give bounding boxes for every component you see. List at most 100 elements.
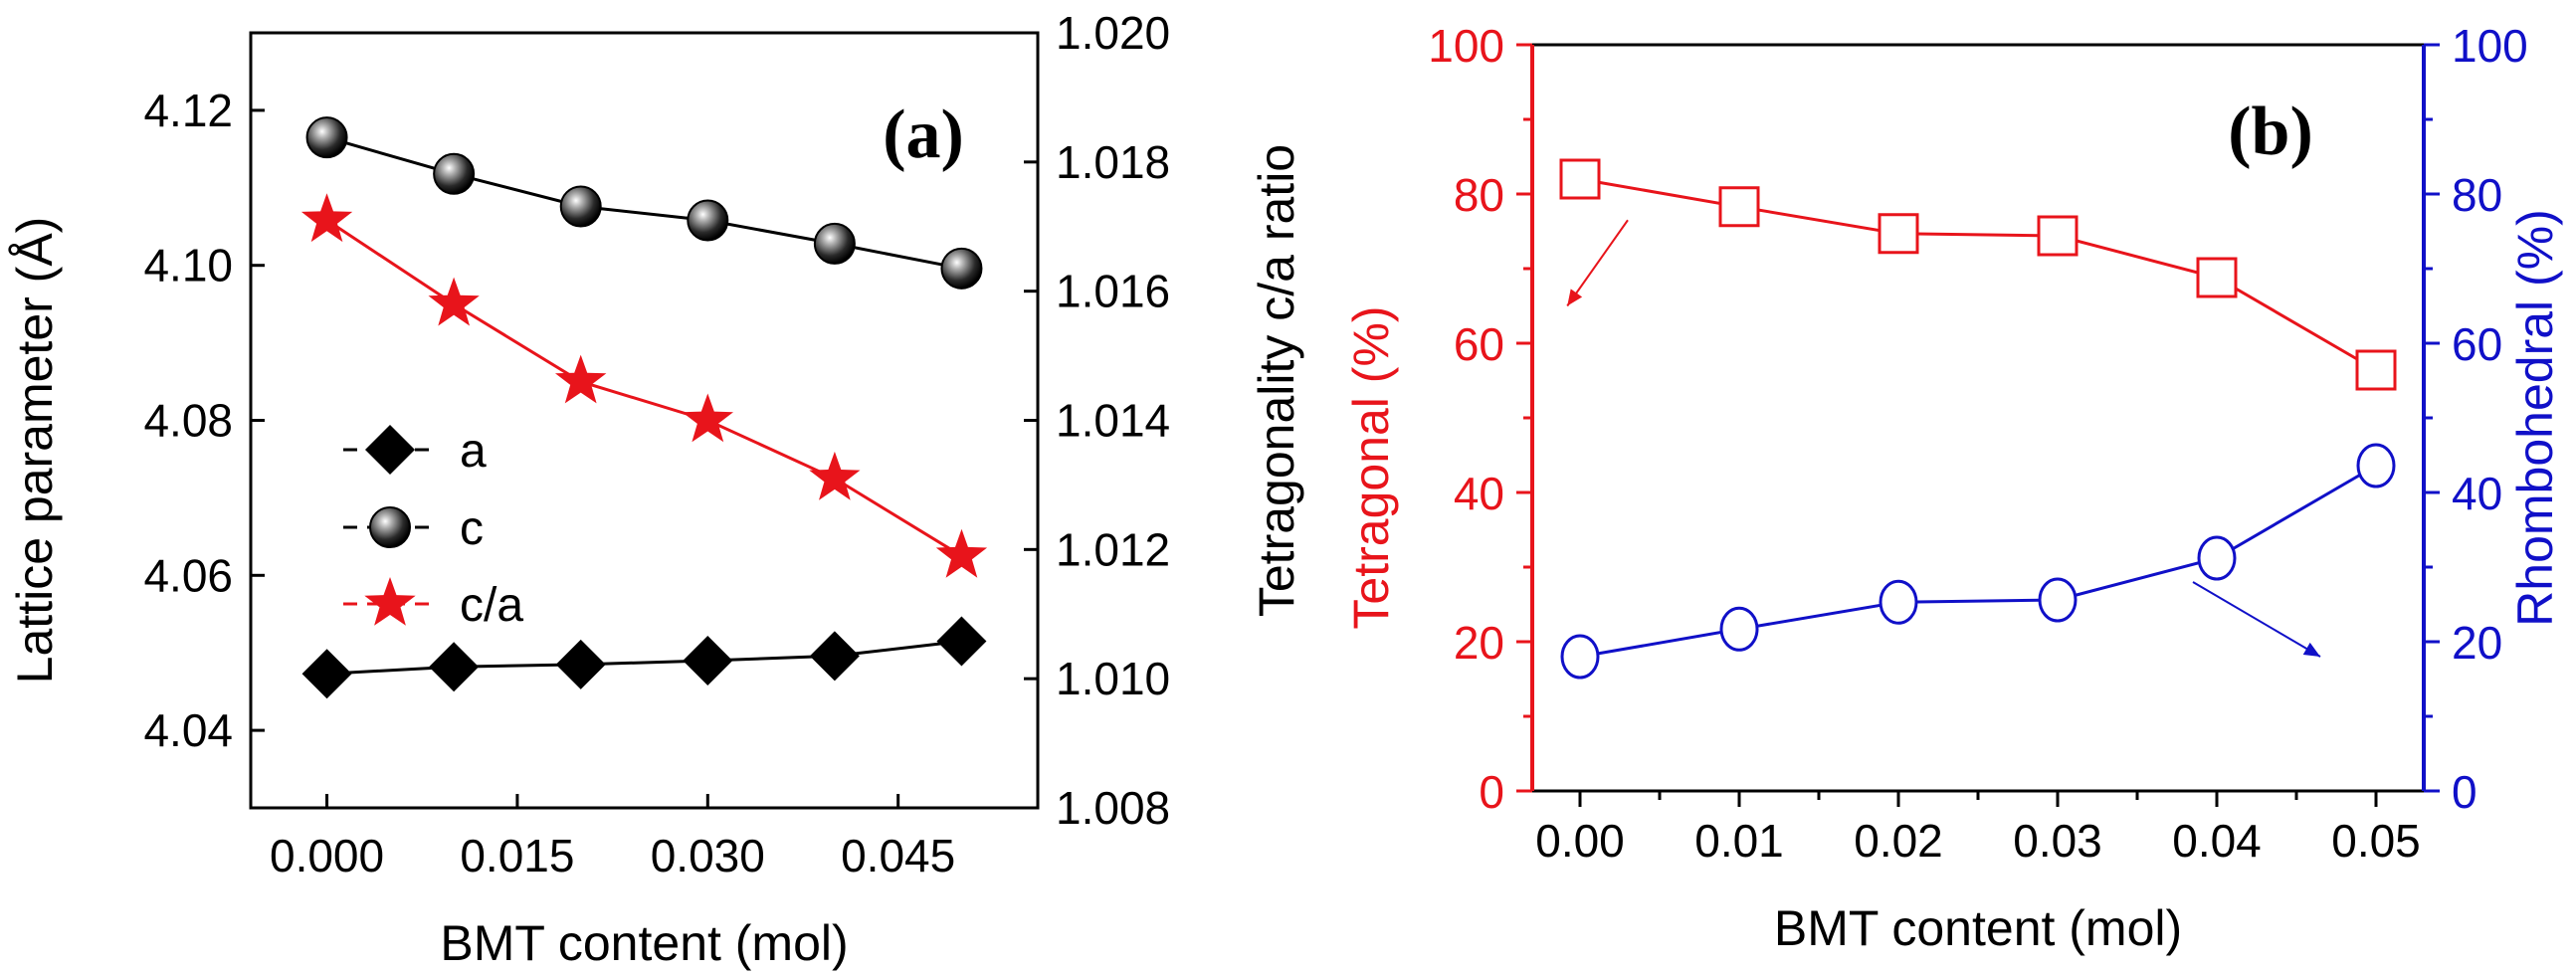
chart-panel-a: 0.000 0.015 0.030 0.045 4.04 4.06 4.08 4.10 4.12…: [7, 7, 1304, 971]
data-point: [940, 247, 983, 290]
x-tick-label: 0.000: [270, 830, 384, 881]
data-point: [555, 354, 607, 404]
series-line: [1579, 464, 2377, 659]
data-point: [428, 277, 480, 326]
y2-axis-title: Tetragonality c/a ratio: [1249, 144, 1304, 617]
y-tick-label: 4.08: [143, 395, 233, 447]
arrow-head: [2302, 642, 2320, 657]
y2-tick-label: 1.014: [1056, 395, 1170, 447]
data-point: [2037, 215, 2079, 257]
data-point: [555, 639, 606, 689]
y2-tick-label: 0: [2452, 766, 2477, 818]
data-point: [687, 199, 729, 242]
data-point-bg: [2199, 537, 2235, 579]
data-point-bg: [1562, 636, 1598, 678]
data-point: [1719, 606, 1759, 652]
x-tick-label: 0.03: [2013, 815, 2102, 867]
data-point: [1878, 213, 1919, 255]
x-axis-title: BMT content (mol): [1774, 900, 2182, 956]
data-point-bg: [2040, 579, 2076, 621]
data-point: [305, 116, 348, 159]
data-point: [300, 193, 353, 243]
data-point-bg: [2039, 217, 2077, 255]
data-point: [433, 152, 476, 195]
y-tick-label: 4.04: [143, 704, 233, 756]
data-point-bg: [2357, 351, 2395, 389]
y2-tick-label: 1.008: [1056, 782, 1170, 834]
annotation-arrow: [2192, 581, 2321, 658]
y2-axis-title: Rhombohedral (%): [2507, 209, 2563, 627]
data-point: [682, 393, 733, 443]
panel-label: (b): [2228, 94, 2313, 170]
y2-tick-label: 40: [2452, 468, 2502, 519]
series-c: [305, 116, 983, 290]
y-axis-title: Lattice parameter (Å): [7, 217, 63, 684]
y-tick-label: 60: [1454, 318, 1504, 370]
y-tick-label: 4.12: [143, 85, 233, 136]
data-point-bg: [1720, 187, 1758, 226]
data-point: [559, 185, 602, 228]
y-tick-label: 0: [1479, 766, 1504, 818]
x-tick-label: 0.02: [1854, 815, 1943, 867]
y2-tick-label: 1.020: [1056, 7, 1170, 59]
data-point-bg: [2198, 259, 2236, 296]
data-point: [1560, 634, 1600, 680]
series-tetragonal: [1559, 158, 2397, 391]
y2-tick-label: 60: [2452, 318, 2502, 370]
data-point: [1879, 579, 1918, 625]
y2-tick-label: 1.010: [1056, 653, 1170, 704]
x-tick-label: 0.030: [651, 830, 765, 881]
legend-entry: c: [343, 502, 484, 555]
legend-entry: c/a: [343, 577, 523, 632]
data-point: [2356, 443, 2396, 488]
legend-entry: a: [343, 425, 487, 478]
data-point: [1718, 186, 1760, 228]
panel-label: (a): [883, 97, 964, 173]
y-tick-label: 4.10: [143, 240, 233, 292]
data-point: [2197, 535, 2237, 581]
y-tick-label: 20: [1454, 617, 1504, 669]
data-point: [301, 649, 352, 699]
x-tick-label: 0.045: [841, 830, 955, 881]
x-tick-label: 0.00: [1535, 815, 1625, 867]
x-tick-label: 0.01: [1694, 815, 1784, 867]
series-line: [326, 640, 962, 676]
series-c-a: [300, 193, 988, 578]
series-line: [325, 219, 963, 558]
y2-tick-label: 100: [2452, 20, 2528, 72]
legend-label: a: [460, 425, 487, 478]
arrow-shaft: [2192, 581, 2321, 658]
annotation-arrow: [1566, 219, 1629, 307]
data-point: [2038, 577, 2078, 623]
data-point: [683, 635, 733, 685]
data-point: [2196, 257, 2238, 298]
arrow-head: [1567, 289, 1583, 306]
legend-label: c: [460, 502, 484, 555]
data-point: [809, 631, 860, 682]
chart-panel-b: 0.00 0.01 0.02 0.03 0.04 0.05 0 20 40 60 80 100 0 20 4…: [1343, 20, 2563, 956]
series-rhombohedral: [1560, 443, 2396, 680]
data-point-bg: [1561, 160, 1599, 198]
y-tick-label: 80: [1454, 169, 1504, 221]
y2-tick-label: 1.012: [1056, 523, 1170, 575]
data-point: [429, 642, 480, 692]
data-point: [809, 451, 861, 500]
y2-tick-label: 1.016: [1056, 266, 1170, 317]
legend-marker: [364, 577, 416, 626]
data-point-bg: [1881, 581, 1916, 624]
y-axis-title: Tetragonal (%): [1343, 305, 1399, 629]
data-point: [935, 528, 988, 578]
legend-marker: [369, 506, 411, 548]
legend-label: c/a: [460, 579, 523, 632]
y2-tick-label: 1.018: [1056, 136, 1170, 188]
data-point-bg: [1880, 214, 1917, 253]
x-tick-label: 0.015: [460, 830, 574, 881]
data-point-bg: [1721, 608, 1757, 651]
x-tick-label: 0.05: [2331, 815, 2421, 867]
series-line: [326, 135, 962, 271]
data-point: [813, 222, 856, 265]
x-axis-title: BMT content (mol): [440, 915, 848, 971]
y2-tick-label: 20: [2452, 617, 2502, 669]
data-point: [1559, 158, 1601, 200]
